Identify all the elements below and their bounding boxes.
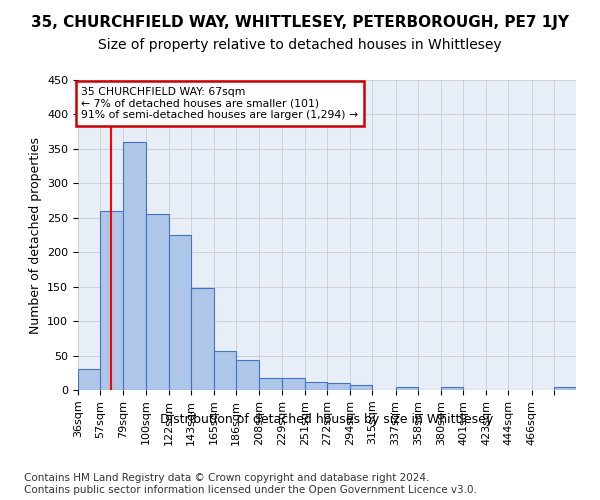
Bar: [259, 378, 281, 390]
Text: 35, CHURCHFIELD WAY, WHITTLESEY, PETERBOROUGH, PE7 1JY: 35, CHURCHFIELD WAY, WHITTLESEY, PETERBO…: [31, 15, 569, 30]
Bar: [169, 235, 191, 390]
Bar: [305, 382, 327, 390]
Text: 35 CHURCHFIELD WAY: 67sqm
← 7% of detached houses are smaller (101)
91% of semi-: 35 CHURCHFIELD WAY: 67sqm ← 7% of detach…: [81, 87, 358, 120]
Bar: [554, 387, 576, 390]
Text: Size of property relative to detached houses in Whittlesey: Size of property relative to detached ho…: [98, 38, 502, 52]
Bar: [146, 214, 169, 390]
Bar: [441, 387, 463, 390]
Text: Contains HM Land Registry data © Crown copyright and database right 2024.
Contai: Contains HM Land Registry data © Crown c…: [24, 474, 477, 495]
Bar: [78, 370, 100, 390]
Bar: [214, 350, 236, 390]
Bar: [281, 378, 305, 390]
Text: Distribution of detached houses by size in Whittlesey: Distribution of detached houses by size …: [160, 412, 494, 426]
Bar: [327, 383, 350, 390]
Bar: [350, 385, 373, 390]
Bar: [236, 360, 259, 390]
Bar: [100, 211, 124, 390]
Bar: [191, 288, 214, 390]
Y-axis label: Number of detached properties: Number of detached properties: [29, 136, 41, 334]
Bar: [124, 142, 146, 390]
Bar: [395, 386, 418, 390]
